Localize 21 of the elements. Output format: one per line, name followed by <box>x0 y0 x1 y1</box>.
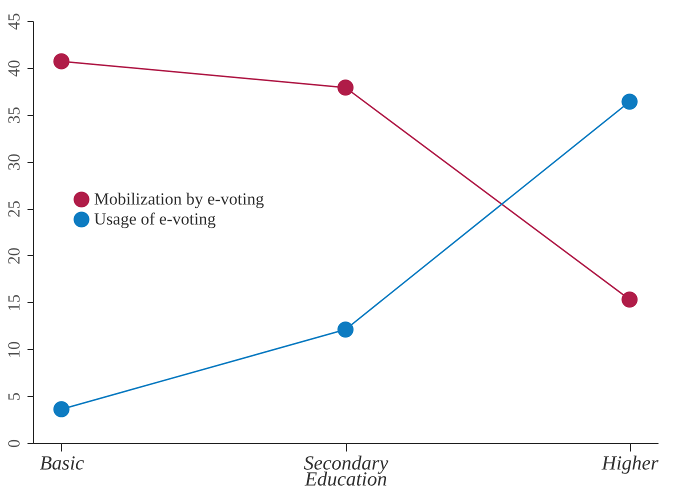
y-tick-label: 45 <box>4 13 24 30</box>
point <box>53 53 70 70</box>
y-tick-label: 10 <box>4 341 24 358</box>
y-tick-label: 40 <box>4 60 24 77</box>
point <box>337 80 354 96</box>
y-tick-label: 0 <box>4 439 24 448</box>
y-tick-label: 35 <box>4 106 24 124</box>
x-tick-label: Basic <box>40 452 84 474</box>
y-tick-label: 5 <box>4 392 24 401</box>
legend-label: Mobilization by e-voting <box>94 190 264 208</box>
y-tick-label: 20 <box>4 247 24 264</box>
y-tick-label: 25 <box>4 200 24 218</box>
legend-label: Usage of e-voting <box>94 210 216 228</box>
x-tick-label: Secondary <box>304 452 388 474</box>
point <box>622 94 638 110</box>
y-tick-label: 15 <box>4 294 24 312</box>
y-tick-label: 30 <box>4 154 24 171</box>
point <box>53 401 70 418</box>
point <box>622 291 638 308</box>
x-tick-label: Higher <box>600 452 659 474</box>
point <box>337 321 354 338</box>
